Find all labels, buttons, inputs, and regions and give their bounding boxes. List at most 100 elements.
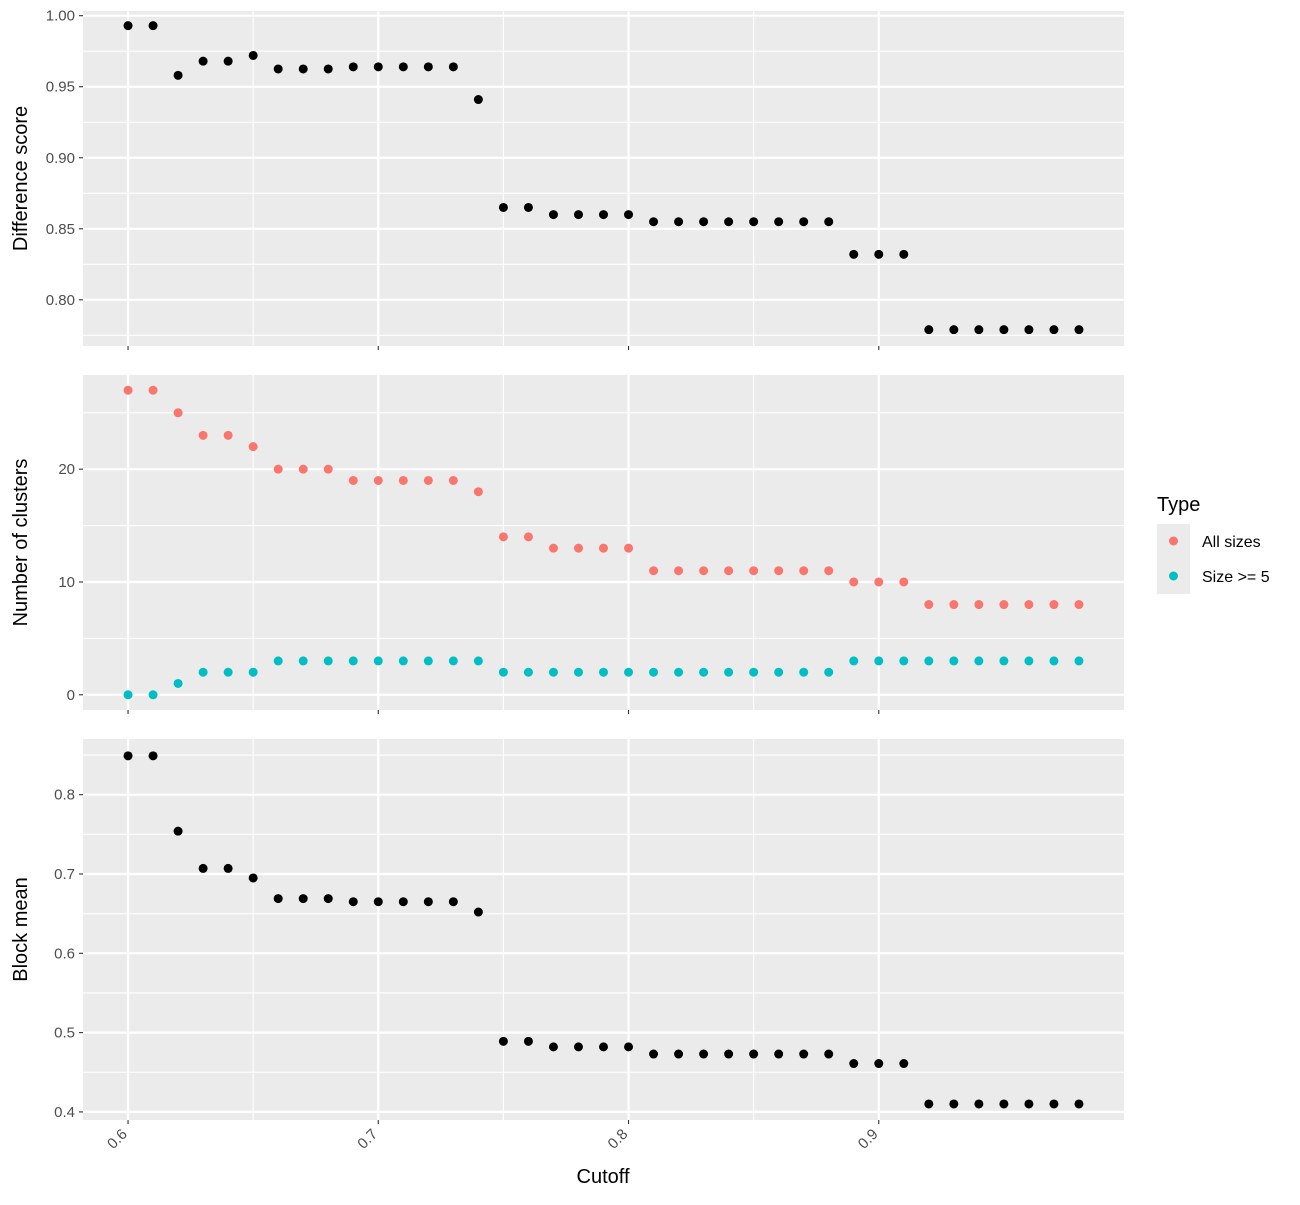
data-point <box>348 897 358 907</box>
data-point <box>849 249 859 259</box>
series-all-sizes <box>123 385 1084 610</box>
data-point <box>298 464 308 474</box>
data-point <box>699 217 709 227</box>
data-point <box>123 751 133 761</box>
y-tick-label: 1.00 <box>46 8 75 25</box>
data-point <box>448 656 458 666</box>
data-point <box>1049 1099 1059 1109</box>
data-point <box>1074 656 1084 666</box>
data-point <box>523 667 533 677</box>
y-tick-label: 0.80 <box>46 292 75 309</box>
data-point <box>824 667 834 677</box>
data-point <box>599 1042 608 1052</box>
data-point <box>999 1099 1009 1109</box>
data-point <box>198 430 208 440</box>
data-point <box>298 656 308 666</box>
y-tick-label: 0.4 <box>54 1104 75 1121</box>
data-point <box>924 656 934 666</box>
y-tick-label: 10 <box>58 574 75 591</box>
data-point <box>223 863 233 873</box>
data-point <box>649 566 659 576</box>
data-point <box>974 325 984 335</box>
data-point <box>148 690 158 700</box>
data-point <box>1024 1099 1034 1109</box>
data-point <box>148 21 158 31</box>
data-point <box>874 656 884 666</box>
y-tick-label: 0.6 <box>54 945 75 962</box>
data-point <box>899 249 909 259</box>
series-size-5 <box>123 656 1084 700</box>
data-point <box>899 656 909 666</box>
data-point <box>548 210 558 220</box>
data-point <box>373 62 383 72</box>
data-point <box>498 1036 508 1046</box>
data-point <box>573 1042 583 1052</box>
data-point <box>1074 325 1084 335</box>
data-point <box>999 656 1009 666</box>
data-point <box>573 543 583 553</box>
data-point <box>198 863 208 873</box>
legend-label-size-5: Size >= 5 <box>1202 569 1270 586</box>
data-point <box>699 566 709 576</box>
data-point <box>874 1059 884 1069</box>
data-point <box>649 1049 659 1059</box>
data-point <box>398 897 408 907</box>
y-tick-label: 0.5 <box>54 1025 75 1042</box>
data-point <box>1074 600 1084 610</box>
data-point <box>924 600 934 610</box>
data-point <box>448 897 458 907</box>
data-point <box>849 577 859 587</box>
data-point <box>123 385 133 395</box>
legend-title: Type <box>1157 494 1200 516</box>
data-point <box>248 50 258 60</box>
x-tick-label: 0.8 <box>605 1126 632 1153</box>
data-point <box>373 656 383 666</box>
data-point <box>949 656 959 666</box>
data-point <box>473 487 483 497</box>
data-point <box>924 1099 934 1109</box>
data-point <box>949 600 959 610</box>
data-point <box>473 95 483 105</box>
y-axis-title-difference-score: Difference score <box>10 106 32 251</box>
x-axis-title: Cutoff <box>577 1166 630 1188</box>
data-point <box>799 667 809 677</box>
legend-key-background <box>1157 524 1190 594</box>
data-point <box>548 667 558 677</box>
data-point <box>148 751 158 761</box>
data-point <box>423 475 433 485</box>
data-point <box>1024 600 1034 610</box>
y-tick-label: 0.7 <box>54 866 75 883</box>
data-point <box>599 210 608 220</box>
data-point <box>548 1042 558 1052</box>
panel-block-mean: 0.4 0.5 0.6 0.7 0.8 Block mean <box>10 739 1124 1124</box>
data-point <box>348 656 358 666</box>
data-point <box>548 543 558 553</box>
y-tick-label: 0.95 <box>46 79 75 96</box>
legend: Type All sizes Size >= 5 <box>1157 494 1270 594</box>
data-point <box>173 70 183 80</box>
data-point <box>974 600 984 610</box>
data-point <box>699 667 709 677</box>
data-point <box>248 873 258 883</box>
data-point <box>724 667 734 677</box>
data-point <box>799 566 809 576</box>
legend-label-all-sizes: All sizes <box>1202 534 1261 551</box>
data-point <box>498 667 508 677</box>
x-tick-label: 0.9 <box>855 1126 882 1153</box>
data-point <box>123 21 133 31</box>
data-point <box>999 600 1009 610</box>
data-point <box>1049 656 1059 666</box>
data-point <box>949 1099 959 1109</box>
data-point <box>423 897 433 907</box>
data-point <box>974 1099 984 1109</box>
data-point <box>774 667 784 677</box>
data-point <box>874 249 884 259</box>
data-point <box>724 1049 734 1059</box>
data-point <box>323 656 333 666</box>
data-point <box>273 64 283 74</box>
data-point <box>573 667 583 677</box>
data-point <box>799 217 809 227</box>
data-point <box>624 667 634 677</box>
data-point <box>699 1049 709 1059</box>
